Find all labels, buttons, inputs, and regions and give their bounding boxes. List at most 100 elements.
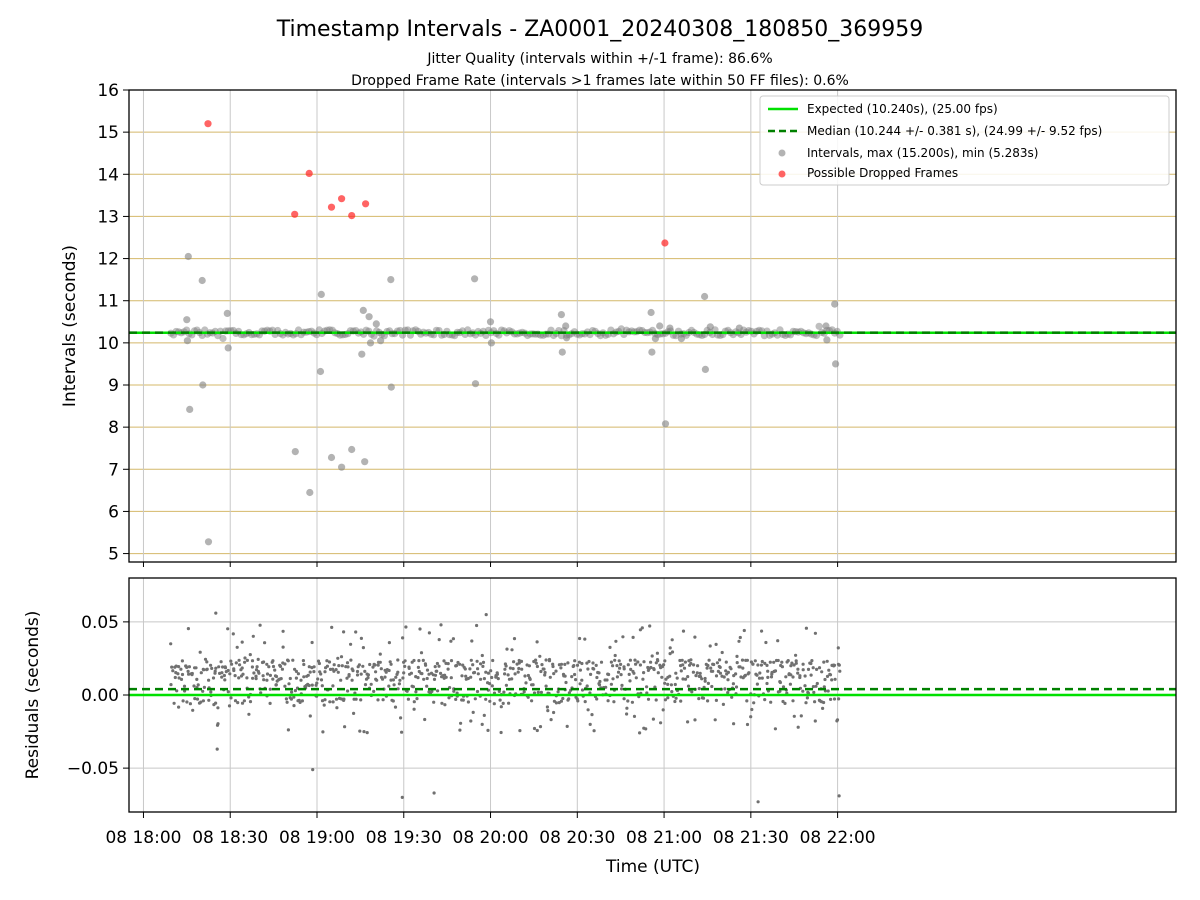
interval-point — [358, 350, 366, 358]
residual-point — [559, 699, 564, 703]
residual-point — [388, 660, 392, 664]
residual-point — [726, 670, 731, 675]
intervals-plot-frame — [128, 89, 1177, 563]
residual-point — [491, 658, 495, 663]
residual-point — [662, 663, 666, 667]
residual-point — [573, 672, 577, 677]
residual-point — [366, 673, 370, 677]
residual-point — [444, 675, 448, 679]
residuals-ticks: 08 18:00 08 18:30 08 19:00 08 19:30 08 20:00… — [67, 613, 876, 848]
residual-point — [473, 697, 477, 701]
residual-point — [507, 701, 511, 705]
residual-point — [490, 675, 494, 680]
residual-point — [394, 675, 398, 679]
residual-point — [837, 794, 841, 798]
residual-point — [469, 658, 473, 662]
residual-point — [756, 663, 760, 667]
residual-point — [510, 648, 514, 652]
residual-point — [349, 642, 353, 646]
residual-point — [396, 670, 400, 674]
residual-point — [752, 701, 756, 705]
residual-point — [440, 701, 444, 705]
residual-point — [274, 674, 279, 679]
residual-point — [290, 690, 294, 694]
residual-point — [822, 685, 826, 689]
legend-expected-label: Expected (10.240s), (25.00 fps) — [807, 102, 998, 116]
residual-point — [551, 664, 555, 669]
residual-point — [262, 660, 266, 664]
residual-point — [287, 682, 291, 686]
residual-point — [546, 709, 550, 713]
residual-point — [335, 706, 339, 710]
residual-point — [554, 701, 559, 705]
residual-point — [399, 716, 403, 720]
residual-point — [250, 659, 255, 663]
residual-point — [320, 699, 325, 703]
residual-point — [721, 702, 726, 707]
residual-point — [776, 658, 780, 663]
residual-point — [801, 662, 805, 666]
residual-point — [659, 721, 663, 725]
legend-intervals-label: Intervals, max (15.200s), min (5.283s) — [807, 146, 1038, 160]
residual-point — [325, 664, 329, 668]
residual-point — [812, 690, 816, 695]
residual-point — [354, 630, 358, 634]
residual-point — [242, 699, 246, 703]
residual-point — [619, 662, 623, 667]
residual-point — [646, 697, 651, 701]
interval-point — [562, 322, 570, 330]
residual-point — [419, 651, 424, 655]
residual-point — [247, 712, 251, 716]
interval-point — [183, 316, 191, 324]
residual-point — [634, 676, 638, 680]
residual-point — [312, 670, 316, 674]
residual-point — [545, 705, 550, 709]
residual-point — [311, 768, 315, 772]
residual-point — [421, 658, 425, 663]
residual-point — [621, 635, 625, 639]
residual-point — [461, 698, 465, 702]
interval-point — [291, 448, 299, 456]
residual-point — [768, 660, 772, 664]
residual-point — [835, 718, 840, 722]
legend-median-label: Median (10.244 +/- 0.381 s), (24.99 +/- … — [807, 124, 1102, 138]
residual-point — [670, 650, 675, 654]
residual-point — [798, 674, 802, 678]
residual-point — [376, 698, 380, 702]
residual-point — [256, 657, 260, 662]
residual-point — [271, 659, 275, 663]
residual-point — [332, 663, 336, 667]
residual-point — [331, 684, 335, 688]
residual-point — [636, 660, 640, 664]
residual-point — [730, 695, 734, 699]
interval-point — [666, 324, 674, 332]
residual-point — [240, 701, 245, 705]
residual-point — [180, 672, 185, 677]
residual-point — [689, 661, 693, 666]
residual-point — [813, 719, 817, 723]
residual-point — [207, 698, 211, 702]
residual-point — [544, 684, 548, 688]
residual-point — [811, 685, 816, 689]
residual-point — [626, 663, 630, 667]
residual-point — [389, 678, 393, 682]
residual-point — [195, 677, 199, 682]
residual-point — [585, 684, 589, 688]
residual-point — [378, 652, 382, 656]
residual-point — [296, 672, 300, 676]
residual-point — [340, 664, 344, 668]
residual-point — [211, 676, 216, 680]
residual-point — [691, 670, 696, 674]
residual-point — [686, 720, 690, 724]
residual-point — [792, 714, 796, 718]
residual-point — [226, 690, 230, 694]
residual-point — [763, 661, 767, 666]
interval-point — [338, 463, 346, 471]
residual-point — [766, 669, 770, 673]
residual-point — [675, 676, 679, 680]
residual-point — [201, 689, 205, 693]
residual-point — [332, 669, 336, 673]
residual-point — [416, 665, 420, 670]
residual-point — [179, 667, 183, 671]
interval-point — [183, 337, 191, 345]
